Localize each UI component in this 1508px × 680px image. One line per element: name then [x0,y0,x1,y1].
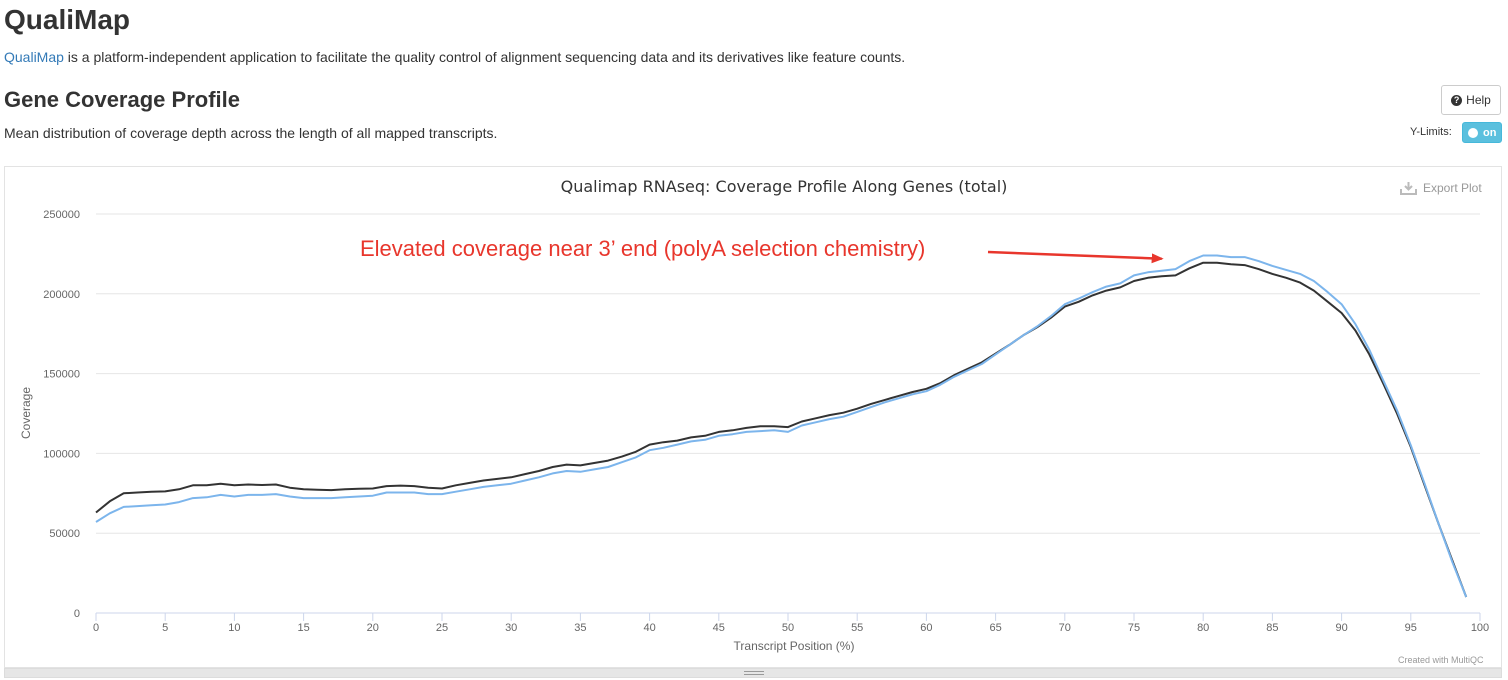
x-tick-label: 30 [505,622,517,634]
export-plot-label: Export Plot [1423,181,1482,195]
x-tick-label: 95 [1405,622,1417,634]
help-button[interactable]: ? Help [1441,85,1501,115]
question-circle-icon: ? [1451,94,1463,106]
x-tick-label: 5 [162,622,168,634]
x-tick-label: 100 [1471,622,1489,634]
x-tick-label: 90 [1335,622,1347,634]
x-tick-label: 85 [1266,622,1278,634]
intro-paragraph: QualiMap is a platform-independent appli… [4,48,905,66]
toggle-state-label: on [1483,126,1497,139]
x-tick-label: 70 [1059,622,1071,634]
series-line-dark[interactable] [95,261,1468,598]
x-tick-label: 45 [713,622,725,634]
x-axis-label: Transcript Position (%) [734,639,855,653]
plot-resize-handle[interactable] [4,668,1502,678]
section-title: Gene Coverage Profile [4,87,240,112]
created-with-credit: Created with MultiQC [1398,655,1484,665]
annotation-arrow [987,250,1164,264]
x-tick-label: 80 [1197,622,1209,634]
export-plot-button[interactable]: Export Plot [1400,181,1482,195]
qualimap-link[interactable]: QualiMap [4,49,64,65]
x-tick-label: 65 [989,622,1001,634]
y-tick-label: 150000 [43,369,80,381]
y-limits-toggle[interactable]: on [1462,122,1502,143]
intro-text: is a platform-independent application to… [63,49,906,65]
y-tick-label: 50000 [49,528,80,540]
download-icon [1400,182,1417,195]
app-title: QualiMap [4,4,131,35]
section-description: Mean distribution of coverage depth acro… [4,125,498,141]
toggle-knob [1468,127,1478,138]
x-tick-label: 35 [574,622,586,634]
series-line-light[interactable] [95,254,1468,598]
x-tick-label: 40 [643,622,655,634]
x-tick-label: 10 [228,622,240,634]
y-tick-label: 100000 [43,448,80,460]
resize-grip-icon [744,671,764,675]
x-tick-label: 50 [782,622,794,634]
y-tick-label: 0 [74,608,80,620]
x-tick-label: 55 [851,622,863,634]
y-axis-label: Coverage [19,387,33,439]
chart-title: Qualimap RNAseq: Coverage Profile Along … [561,177,1008,196]
help-label: Help [1466,93,1491,107]
x-tick-label: 20 [367,622,379,634]
y-tick-label: 250000 [43,209,80,221]
x-tick-label: 75 [1128,622,1140,634]
x-tick-label: 15 [297,622,309,634]
x-tick-label: 60 [920,622,932,634]
x-tick-label: 25 [436,622,448,634]
x-tick-label: 0 [93,622,99,634]
y-tick-label: 200000 [43,289,80,301]
plot-container [4,166,1502,668]
annotation-text: Elevated coverage near 3’ end (polyA sel… [360,236,925,261]
y-limits-label: Y-Limits: [1410,126,1452,138]
